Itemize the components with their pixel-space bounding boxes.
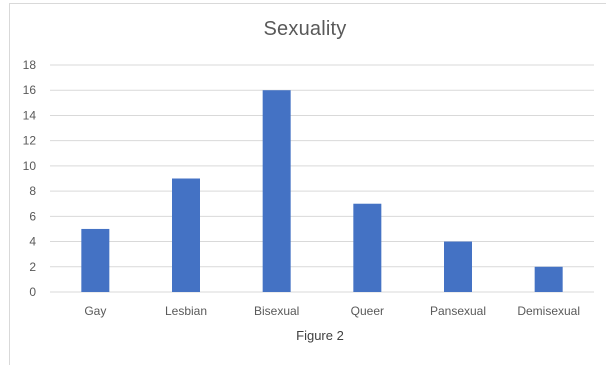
y-tick-label: 16 <box>23 83 37 97</box>
bars <box>81 90 563 292</box>
y-tick-label: 6 <box>29 209 36 223</box>
x-tick-label: Pansexual <box>430 304 486 318</box>
y-tick-label: 0 <box>29 285 36 299</box>
x-axis-label: Figure 2 <box>296 328 344 343</box>
bar-bisexual <box>262 90 291 292</box>
bar-gay <box>81 228 110 292</box>
bar-lesbian <box>172 178 200 292</box>
x-tick-label: Demisexual <box>517 304 580 318</box>
x-tick-label: Queer <box>351 304 384 318</box>
bar-demisexual <box>534 266 563 292</box>
y-axis-ticks: 0 2 4 6 8 10 12 14 16 18 <box>23 58 37 299</box>
x-tick-label: Gay <box>84 304 106 318</box>
y-tick-label: 14 <box>23 108 37 122</box>
y-tick-label: 12 <box>23 134 37 148</box>
x-tick-label: Lesbian <box>165 304 207 318</box>
y-tick-label: 18 <box>23 58 37 72</box>
bar-queer <box>353 203 382 292</box>
y-tick-label: 2 <box>29 260 36 274</box>
chart-frame <box>9 3 606 365</box>
chart-title: Sexuality <box>263 18 347 40</box>
y-tick-label: 10 <box>23 159 37 173</box>
y-tick-label: 8 <box>29 184 36 198</box>
y-tick-label: 4 <box>29 235 36 249</box>
bar-pansexual <box>444 241 472 292</box>
x-tick-label: Bisexual <box>254 304 299 318</box>
x-axis-ticks: Gay Lesbian Bisexual Queer Pansexual Demisexu… <box>84 304 580 318</box>
gridlines <box>50 64 594 293</box>
